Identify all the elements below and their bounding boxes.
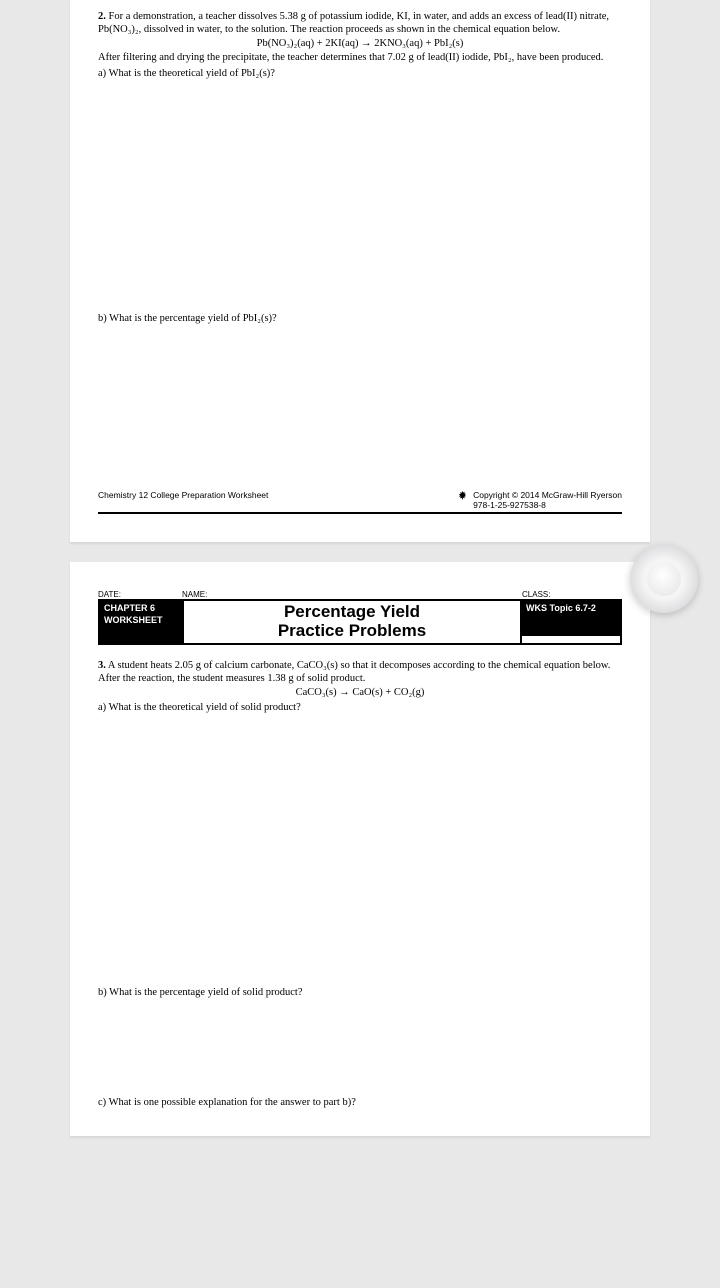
q3-part-a: a) What is the theoretical yield of soli… xyxy=(98,702,622,713)
page-footer: Chemistry 12 College Preparation Workshe… xyxy=(98,490,622,514)
q3-intro-text: A student heats 2.05 g of calcium carbon… xyxy=(98,660,610,684)
title-cell: Percentage Yield Practice Problems xyxy=(183,600,521,643)
worksheet-page-2: DATE: NAME: CLASS: CHAPTER 6 WORKSHEET P… xyxy=(70,562,650,1136)
title-banner: CHAPTER 6 WORKSHEET Percentage Yield Pra… xyxy=(98,599,622,644)
q2-part-a: a) What is the theoretical yield of PbI₂… xyxy=(98,68,622,79)
q2-intro: 2. For a demonstration, a teacher dissol… xyxy=(98,10,622,36)
title-line-2: Practice Problems xyxy=(186,622,518,641)
q2-part-b: b) What is the percentage yield of PbI₂(… xyxy=(98,313,622,324)
workspace-3b xyxy=(98,998,622,1093)
q2-equation: Pb(NO₃)₂(aq) + 2KI(aq) → 2KNO₃(aq) + PbI… xyxy=(98,38,622,49)
q3-number: 3. xyxy=(98,660,106,671)
worksheet-label: WORKSHEET xyxy=(104,615,178,627)
q3-intro: 3. A student heats 2.05 g of calcium car… xyxy=(98,659,622,685)
q3-part-b: b) What is the percentage yield of solid… xyxy=(98,987,622,998)
date-label: DATE: xyxy=(98,590,182,599)
q3-equation: CaCO₃(s) → CaO(s) + CO₂(g) xyxy=(98,687,622,698)
name-label: NAME: xyxy=(182,590,522,599)
workspace-2b xyxy=(98,324,622,484)
worksheet-page-1: 2. For a demonstration, a teacher dissol… xyxy=(70,0,650,542)
title-line-1: Percentage Yield xyxy=(186,603,518,622)
header-labels-row: DATE: NAME: CLASS: xyxy=(98,590,622,599)
footer-copy-line1: Copyright © 2014 McGraw-Hill Ryerson xyxy=(473,490,622,500)
topic-cell: WKS Topic 6.7-2 xyxy=(521,600,621,635)
topic-blank-cell xyxy=(521,635,621,644)
q2-number: 2. xyxy=(98,11,106,22)
maple-leaf-icon xyxy=(457,490,468,501)
floating-action-button[interactable] xyxy=(630,545,698,613)
q3-part-c: c) What is one possible explanation for … xyxy=(98,1097,622,1108)
footer-left: Chemistry 12 College Preparation Workshe… xyxy=(98,490,268,500)
workspace-2a xyxy=(98,79,622,309)
spacer xyxy=(98,645,622,659)
q2-after: After filtering and drying the precipita… xyxy=(98,51,622,64)
class-label: CLASS: xyxy=(522,590,622,599)
footer-copyright: Copyright © 2014 McGraw-Hill Ryerson 978… xyxy=(473,490,622,510)
workspace-3a xyxy=(98,713,622,983)
footer-copy-line2: 978-1-25-927538-8 xyxy=(473,500,622,510)
chapter-label: CHAPTER 6 xyxy=(104,603,178,615)
footer-right: Copyright © 2014 McGraw-Hill Ryerson 978… xyxy=(457,490,622,510)
q2-intro-text: For a demonstration, a teacher dissolves… xyxy=(98,11,609,35)
chapter-cell: CHAPTER 6 WORKSHEET xyxy=(99,600,183,643)
